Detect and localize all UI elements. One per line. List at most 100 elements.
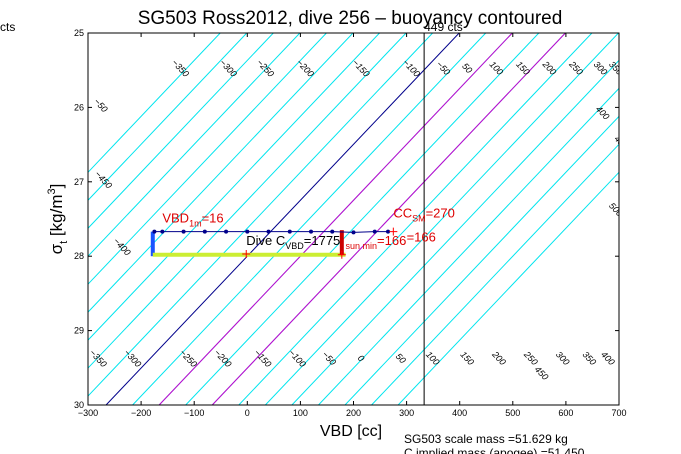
y-axis-ticks: 25 26 27 28 29 30 — [74, 28, 619, 410]
contour-line-cyan — [185, 33, 540, 405]
contour-line-cyan — [88, 33, 327, 285]
profile-point — [372, 229, 377, 234]
contour-label: 250 — [521, 349, 539, 368]
svg-text:σt [kg/m3]: σt [kg/m3] — [46, 184, 70, 255]
contour-label: −250 — [53, 132, 74, 154]
profile-point — [160, 229, 165, 234]
x-tick-label: 200 — [346, 408, 361, 418]
profile-bands — [150, 230, 346, 257]
contour-labels: −350 −300 −250 −200 −150 −100 −50 50 100 150 200 25… — [53, 57, 625, 382]
profile-point — [181, 229, 186, 234]
contour-line-cyan — [371, 143, 619, 405]
x-axis-label: VBD [cc] — [320, 423, 382, 440]
contour-line-cyan — [318, 87, 619, 405]
contour-line-cyan — [344, 115, 619, 405]
profile-point — [224, 229, 229, 234]
x-tick-label: 500 — [505, 408, 520, 418]
plus-marker — [242, 249, 251, 258]
contour-label: 0 — [356, 353, 367, 364]
contour-label: 50 — [394, 351, 408, 365]
profile-point — [245, 229, 250, 234]
x-tick-label: 600 — [558, 408, 573, 418]
contour-label: −100 — [287, 347, 308, 369]
x-tick-label: 400 — [452, 408, 467, 418]
contour-line-cyan — [88, 33, 274, 229]
contour-line-cyan — [291, 59, 619, 405]
contour-line-magenta — [211, 33, 566, 405]
annotations: VBD1m=16 Dive CVBD=1775 CCSM=270 sun min=16… — [162, 206, 455, 252]
annotation: =166 — [407, 229, 436, 244]
plot-area: −350 −300 −250 −200 −150 −100 −50 50 100 150 200 25… — [53, 33, 625, 405]
contour-label: −50 — [320, 349, 338, 367]
y-tick-label: 27 — [74, 177, 84, 187]
x-tick-label: −200 — [131, 408, 151, 418]
contour-label: −250 — [255, 57, 276, 79]
chart-title: SG503 Ross2012, dive 256 – buoyancy cont… — [138, 8, 563, 29]
y-tick-label: 29 — [74, 326, 84, 336]
contour-label: 250 — [567, 59, 585, 78]
y-axis-label: σt [kg/m3] — [46, 184, 70, 255]
contour-label: 50 — [460, 61, 474, 75]
contour-label: −50 — [92, 96, 110, 114]
y-tick-label: 26 — [74, 102, 84, 112]
footer-implied-mass: C implied mass (apogee) =51.450 — [404, 446, 585, 454]
contour-label: 150 — [458, 349, 476, 367]
contour-label: 500 — [607, 201, 625, 219]
contour-label: −150 — [350, 57, 371, 79]
vbd-limit-label: 449 cts — [424, 20, 463, 34]
contour-lines-other — [105, 33, 566, 405]
annotation: VBD1m=16 — [162, 211, 223, 229]
contour-label: 200 — [540, 59, 558, 78]
contour-label: 200 — [490, 349, 508, 368]
annotation: sun min=166 — [346, 233, 407, 251]
profile-point — [309, 229, 314, 234]
contour-label: 400 — [599, 349, 617, 367]
annotation: CCSM=270 — [393, 206, 455, 224]
footer-scale-mass: SG503 scale mass =51.629 kg — [404, 432, 568, 446]
y-tick-label: 30 — [74, 400, 84, 410]
contour-label: −400 — [111, 236, 132, 258]
contour-label: 450 — [533, 364, 551, 382]
contour-label: −350 — [170, 57, 191, 79]
contour-line-cyan — [88, 33, 248, 201]
contour-label: −50 — [434, 59, 452, 77]
contour-line-cyan — [88, 33, 380, 341]
contour-line-cyan — [88, 33, 407, 369]
contour-label: 100 — [424, 349, 442, 367]
x-tick-label: 0 — [245, 408, 250, 418]
contour-label: −150 — [252, 347, 273, 369]
contour-label: 150 — [514, 59, 532, 77]
profile-point — [351, 230, 356, 235]
plus-marker — [389, 227, 398, 236]
profile-point — [266, 229, 271, 234]
contour-line-cyan — [264, 33, 619, 405]
annotation: Dive CVBD=1775 — [246, 233, 340, 251]
corner-label: cts — [0, 20, 15, 34]
contour-label: −450 — [93, 169, 114, 191]
contour-lines-cyan — [88, 33, 619, 405]
x-axis-ticks: −300 −200 −100 0 100 200 300 400 500 600 700 — [78, 33, 627, 418]
x-tick-label: −300 — [78, 408, 98, 418]
profile-point — [287, 229, 292, 234]
contour-line-zero — [105, 33, 460, 405]
contour-label: −300 — [122, 347, 143, 369]
profile-point — [386, 229, 391, 234]
contour-label: 350 — [607, 59, 625, 77]
x-tick-label: 300 — [399, 408, 414, 418]
contour-line-cyan — [88, 33, 354, 313]
y-tick-label: 28 — [74, 251, 84, 261]
x-tick-label: 100 — [293, 408, 308, 418]
contour-line-magenta — [158, 33, 513, 405]
x-tick-label: −100 — [184, 408, 204, 418]
profile-point — [202, 229, 207, 234]
plus-marker — [337, 250, 346, 259]
profile-point — [330, 229, 335, 234]
contour-line-cyan — [238, 33, 593, 405]
contour-line-cyan — [88, 33, 221, 174]
contour-line-cyan — [397, 171, 619, 405]
contour-label: 400 — [594, 104, 612, 122]
contour-label: −300 — [218, 57, 239, 79]
profile-point — [152, 229, 157, 234]
contour-line-cyan — [132, 33, 487, 405]
